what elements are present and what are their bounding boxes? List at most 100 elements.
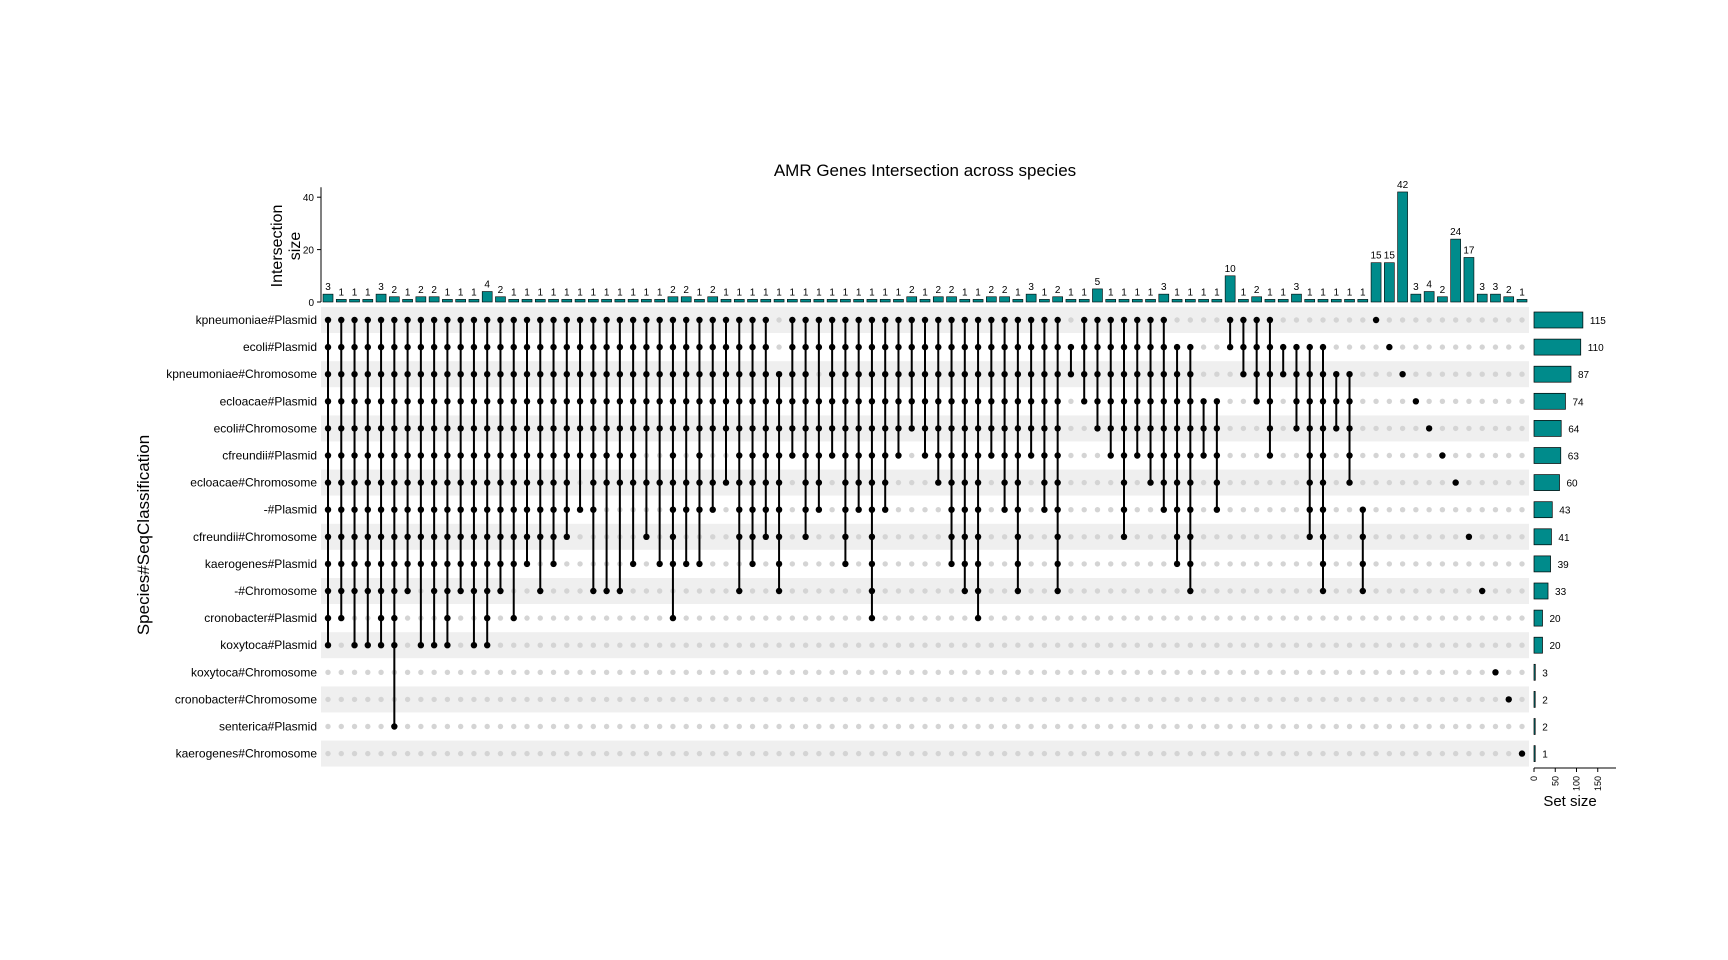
matrix-dot-empty: [1506, 642, 1512, 648]
matrix-dot-filled: [1014, 587, 1022, 595]
matrix-dot-empty: [1360, 696, 1366, 703]
matrix-dot-empty: [1267, 615, 1273, 621]
matrix-dot-empty: [1346, 723, 1353, 730]
matrix-dot-empty: [1240, 507, 1247, 513]
matrix-dot-empty: [497, 750, 504, 757]
matrix-dot-filled: [444, 614, 451, 622]
matrix-dot-empty: [975, 750, 981, 757]
matrix-dot-filled: [1213, 452, 1221, 459]
matrix-dot-empty: [1439, 642, 1446, 648]
matrix-dot-filled: [669, 371, 677, 378]
matrix-dot-filled: [1319, 371, 1327, 378]
matrix-dot-filled: [550, 506, 557, 513]
matrix-dot-filled: [842, 371, 849, 378]
matrix-dot-empty: [1081, 588, 1087, 594]
intersection-bar: [946, 296, 957, 303]
matrix-dot-filled: [497, 479, 504, 486]
set-size-label: 20: [1550, 641, 1562, 652]
matrix-dot-filled: [484, 479, 491, 486]
matrix-dot-empty: [1452, 642, 1459, 648]
matrix-dot-filled: [775, 425, 783, 432]
matrix-dot-filled: [430, 343, 438, 351]
matrix-dot-filled: [417, 371, 425, 378]
matrix-dot-empty: [855, 642, 862, 648]
matrix-dot-filled: [656, 398, 663, 405]
intersection-bar-label: 1: [723, 287, 729, 298]
matrix-dot-filled: [590, 506, 597, 513]
matrix-dot-empty: [338, 696, 344, 703]
matrix-dot-filled: [603, 587, 610, 595]
set-size-label: 20: [1550, 614, 1562, 625]
intersection-bar-label: 1: [657, 287, 663, 298]
matrix-dot-filled: [802, 398, 809, 405]
matrix-dot-filled: [484, 425, 491, 432]
matrix-dot-empty: [1041, 588, 1048, 594]
matrix-dot-filled: [629, 479, 637, 486]
matrix-dot-filled: [470, 371, 478, 378]
matrix-dot-empty: [1492, 615, 1499, 621]
matrix-dot-filled: [696, 560, 703, 568]
matrix-dot-filled: [364, 316, 371, 324]
matrix-dot-empty: [1399, 588, 1406, 594]
matrix-dot-empty: [1240, 452, 1247, 459]
matrix-dot-empty: [1346, 561, 1353, 567]
matrix-dot-empty: [1426, 398, 1432, 404]
set-size-axis-tick-label: 0: [1529, 776, 1539, 781]
matrix-dot-filled: [1120, 371, 1128, 378]
set-label: ecloacae#Plasmid: [220, 394, 317, 408]
set-label: ecloacae#Chromosome: [190, 476, 317, 490]
matrix-dot-empty: [1320, 723, 1326, 730]
matrix-dot-empty: [590, 696, 597, 703]
intersection-bar: [1476, 293, 1488, 303]
matrix-dot-empty: [511, 723, 517, 730]
matrix-dot-empty: [524, 669, 530, 675]
matrix-dot-filled: [855, 425, 862, 432]
matrix-dot-empty: [710, 750, 716, 757]
set-size-bar: [1533, 609, 1543, 627]
matrix-dot-empty: [1333, 750, 1339, 757]
intersection-bar: [1277, 299, 1289, 303]
matrix-dot-empty: [1227, 696, 1233, 703]
matrix-dot-filled: [656, 425, 663, 432]
matrix-dot-empty: [1068, 452, 1074, 459]
matrix-dot-filled: [351, 343, 358, 351]
matrix-dot-empty: [1386, 669, 1393, 675]
matrix-dot-filled: [736, 506, 743, 513]
matrix-dot-empty: [1227, 371, 1233, 377]
matrix-dot-filled: [882, 425, 889, 432]
set-size-bar: [1533, 474, 1560, 491]
matrix-dot-empty: [1161, 696, 1167, 703]
matrix-dot-empty: [1439, 317, 1446, 323]
matrix-dot-filled: [1041, 398, 1048, 405]
matrix-dot-empty: [1015, 696, 1021, 703]
intersection-bar: [879, 299, 891, 303]
matrix-dot-filled: [616, 425, 624, 432]
matrix-dot-empty: [776, 696, 782, 703]
matrix-dot-empty: [1214, 534, 1220, 540]
intersection-bar: [415, 296, 427, 303]
matrix-dot-empty: [1439, 398, 1446, 404]
matrix-dot-empty: [1108, 507, 1114, 513]
matrix-dot-empty: [643, 561, 650, 567]
matrix-dot-empty: [1293, 696, 1300, 703]
matrix-dot-filled: [497, 587, 504, 595]
matrix-dot-filled: [842, 533, 849, 540]
matrix-dot-empty: [1253, 479, 1260, 486]
matrix-dot-filled: [935, 371, 942, 378]
matrix-dot-filled: [974, 587, 982, 595]
matrix-dot-empty: [935, 723, 941, 730]
matrix-dot-empty: [351, 723, 358, 730]
matrix-dot-filled: [550, 452, 557, 459]
matrix-dot-empty: [484, 723, 490, 730]
matrix-dot-empty: [1187, 669, 1194, 675]
intersection-axis-label: size: [287, 232, 304, 261]
matrix-dot-filled: [1306, 452, 1313, 459]
matrix-dot-empty: [603, 723, 610, 730]
matrix-dot-filled: [868, 371, 876, 378]
matrix-dot-filled: [391, 425, 398, 432]
matrix-dot-filled: [749, 343, 756, 351]
matrix-dot-empty: [1068, 588, 1074, 594]
matrix-dot-filled: [497, 343, 504, 351]
matrix-dot-filled: [1120, 316, 1128, 324]
matrix-dot-empty: [1041, 615, 1048, 621]
